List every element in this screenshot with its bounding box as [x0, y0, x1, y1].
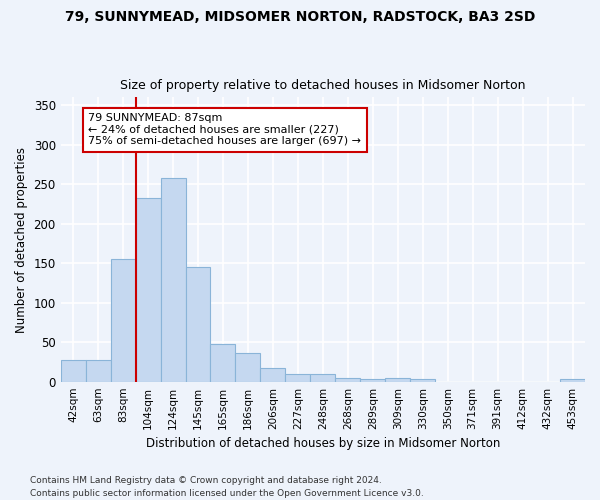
Title: Size of property relative to detached houses in Midsomer Norton: Size of property relative to detached ho… — [120, 79, 526, 92]
Text: 79, SUNNYMEAD, MIDSOMER NORTON, RADSTOCK, BA3 2SD: 79, SUNNYMEAD, MIDSOMER NORTON, RADSTOCK… — [65, 10, 535, 24]
Bar — [310, 374, 335, 382]
X-axis label: Distribution of detached houses by size in Midsomer Norton: Distribution of detached houses by size … — [146, 437, 500, 450]
Bar — [410, 380, 435, 382]
Bar — [360, 380, 385, 382]
Bar — [61, 360, 86, 382]
Bar — [136, 198, 161, 382]
Bar — [185, 267, 211, 382]
Bar — [560, 378, 585, 382]
Bar — [211, 344, 235, 382]
Bar — [110, 260, 136, 382]
Bar — [161, 178, 185, 382]
Text: 79 SUNNYMEAD: 87sqm
← 24% of detached houses are smaller (227)
75% of semi-detac: 79 SUNNYMEAD: 87sqm ← 24% of detached ho… — [88, 113, 361, 146]
Bar — [260, 368, 286, 382]
Bar — [335, 378, 360, 382]
Bar — [286, 374, 310, 382]
Bar — [235, 353, 260, 382]
Bar — [86, 360, 110, 382]
Bar — [385, 378, 410, 382]
Y-axis label: Number of detached properties: Number of detached properties — [15, 146, 28, 332]
Text: Contains HM Land Registry data © Crown copyright and database right 2024.
Contai: Contains HM Land Registry data © Crown c… — [30, 476, 424, 498]
